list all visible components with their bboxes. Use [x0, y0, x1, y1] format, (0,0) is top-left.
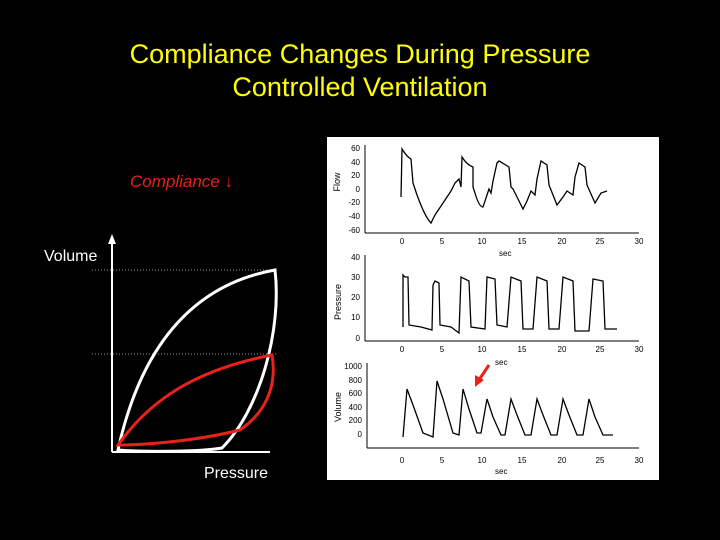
pressure-x-tick: 0 — [400, 345, 405, 354]
volume-x-unit: sec — [495, 467, 507, 476]
volume-x-tick: 25 — [596, 456, 605, 465]
volume-y-tick: 600 — [349, 389, 363, 398]
volume-x-tick: 30 — [635, 456, 644, 465]
pressure-x-tick: 30 — [635, 345, 644, 354]
pressure-x-ticks: 0 5 10 15 20 25 30 — [400, 345, 644, 354]
volume-axis-label: Volume — [44, 248, 98, 265]
volume-y-tick: 800 — [349, 376, 363, 385]
slide-title: Compliance Changes During Pressure Contr… — [0, 38, 720, 104]
flow-x-unit: sec — [499, 249, 511, 258]
volume-plot: Volume 1000 800 600 400 200 0 0 5 10 15 … — [333, 362, 644, 476]
flow-y-tick: -40 — [348, 212, 360, 221]
volume-x-tick: 10 — [478, 456, 487, 465]
pressure-plot: Pressure 40 30 20 10 0 0 5 10 15 20 25 3… — [333, 253, 644, 367]
flow-y-tick: 40 — [351, 158, 360, 167]
flow-y-tick: -60 — [348, 226, 360, 235]
flow-y-tick: 20 — [351, 171, 360, 180]
pressure-y-tick: 0 — [356, 334, 361, 343]
pressure-x-tick: 25 — [596, 345, 605, 354]
flow-axis-label: Flow — [332, 172, 342, 192]
flow-x-tick: 25 — [596, 237, 605, 246]
flow-y-ticks: 60 40 20 0 -20 -40 -60 — [348, 144, 360, 235]
flow-plot: Flow 60 40 20 0 -20 -40 -60 0 5 10 15 20… — [332, 144, 644, 258]
volume-axis-label: Volume — [333, 392, 343, 422]
compliance-decrease-label: Compliance ↓ — [130, 172, 233, 191]
reduced-compliance-loop — [115, 353, 275, 447]
flow-y-tick: 60 — [351, 144, 360, 153]
pressure-x-tick: 10 — [478, 345, 487, 354]
pressure-axis-label: Pressure — [204, 465, 269, 482]
volume-x-tick: 20 — [558, 456, 567, 465]
volume-y-tick: 1000 — [344, 362, 362, 371]
pv-loop-diagram — [92, 234, 278, 453]
flow-x-tick: 10 — [478, 237, 487, 246]
flow-x-tick: 5 — [440, 237, 445, 246]
pressure-x-tick: 15 — [518, 345, 527, 354]
volume-y-ticks: 1000 800 600 400 200 0 — [344, 362, 362, 439]
volume-y-tick: 0 — [358, 430, 363, 439]
volume-y-tick: 400 — [349, 403, 363, 412]
pressure-x-tick: 5 — [440, 345, 445, 354]
normal-compliance-loop — [116, 268, 278, 453]
pressure-axis-label: Pressure — [333, 284, 343, 320]
flow-y-tick: -20 — [348, 198, 360, 207]
waveform-plots: Flow 60 40 20 0 -20 -40 -60 0 5 10 15 20… — [332, 144, 644, 476]
flow-x-ticks: 0 5 10 15 20 25 30 — [400, 237, 644, 246]
flow-x-tick: 30 — [635, 237, 644, 246]
pressure-y-tick: 10 — [351, 313, 360, 322]
ventilator-waveform-panel: Flow 60 40 20 0 -20 -40 -60 0 5 10 15 20… — [327, 137, 659, 480]
volume-x-tick: 15 — [518, 456, 527, 465]
pressure-y-ticks: 40 30 20 10 0 — [351, 253, 360, 343]
red-arrow-icon — [475, 364, 491, 387]
pressure-y-tick: 40 — [351, 253, 360, 262]
flow-y-tick: 0 — [356, 185, 361, 194]
volume-y-tick: 200 — [349, 416, 363, 425]
title-line-2: Controlled Ventilation — [232, 72, 488, 102]
volume-trace — [402, 380, 613, 438]
flow-x-tick: 15 — [518, 237, 527, 246]
pressure-x-tick: 20 — [558, 345, 567, 354]
volume-x-tick: 5 — [440, 456, 445, 465]
flow-x-tick: 20 — [558, 237, 567, 246]
title-line-1: Compliance Changes During Pressure — [129, 39, 591, 69]
pressure-trace — [402, 273, 617, 335]
pv-axes — [108, 234, 270, 453]
pressure-y-tick: 20 — [351, 293, 360, 302]
flow-x-tick: 0 — [400, 237, 405, 246]
volume-x-tick: 0 — [400, 456, 405, 465]
pressure-x-unit: sec — [495, 358, 507, 367]
pressure-y-tick: 30 — [351, 273, 360, 282]
volume-x-ticks: 0 5 10 15 20 25 30 — [400, 456, 644, 465]
flow-trace — [400, 146, 608, 225]
